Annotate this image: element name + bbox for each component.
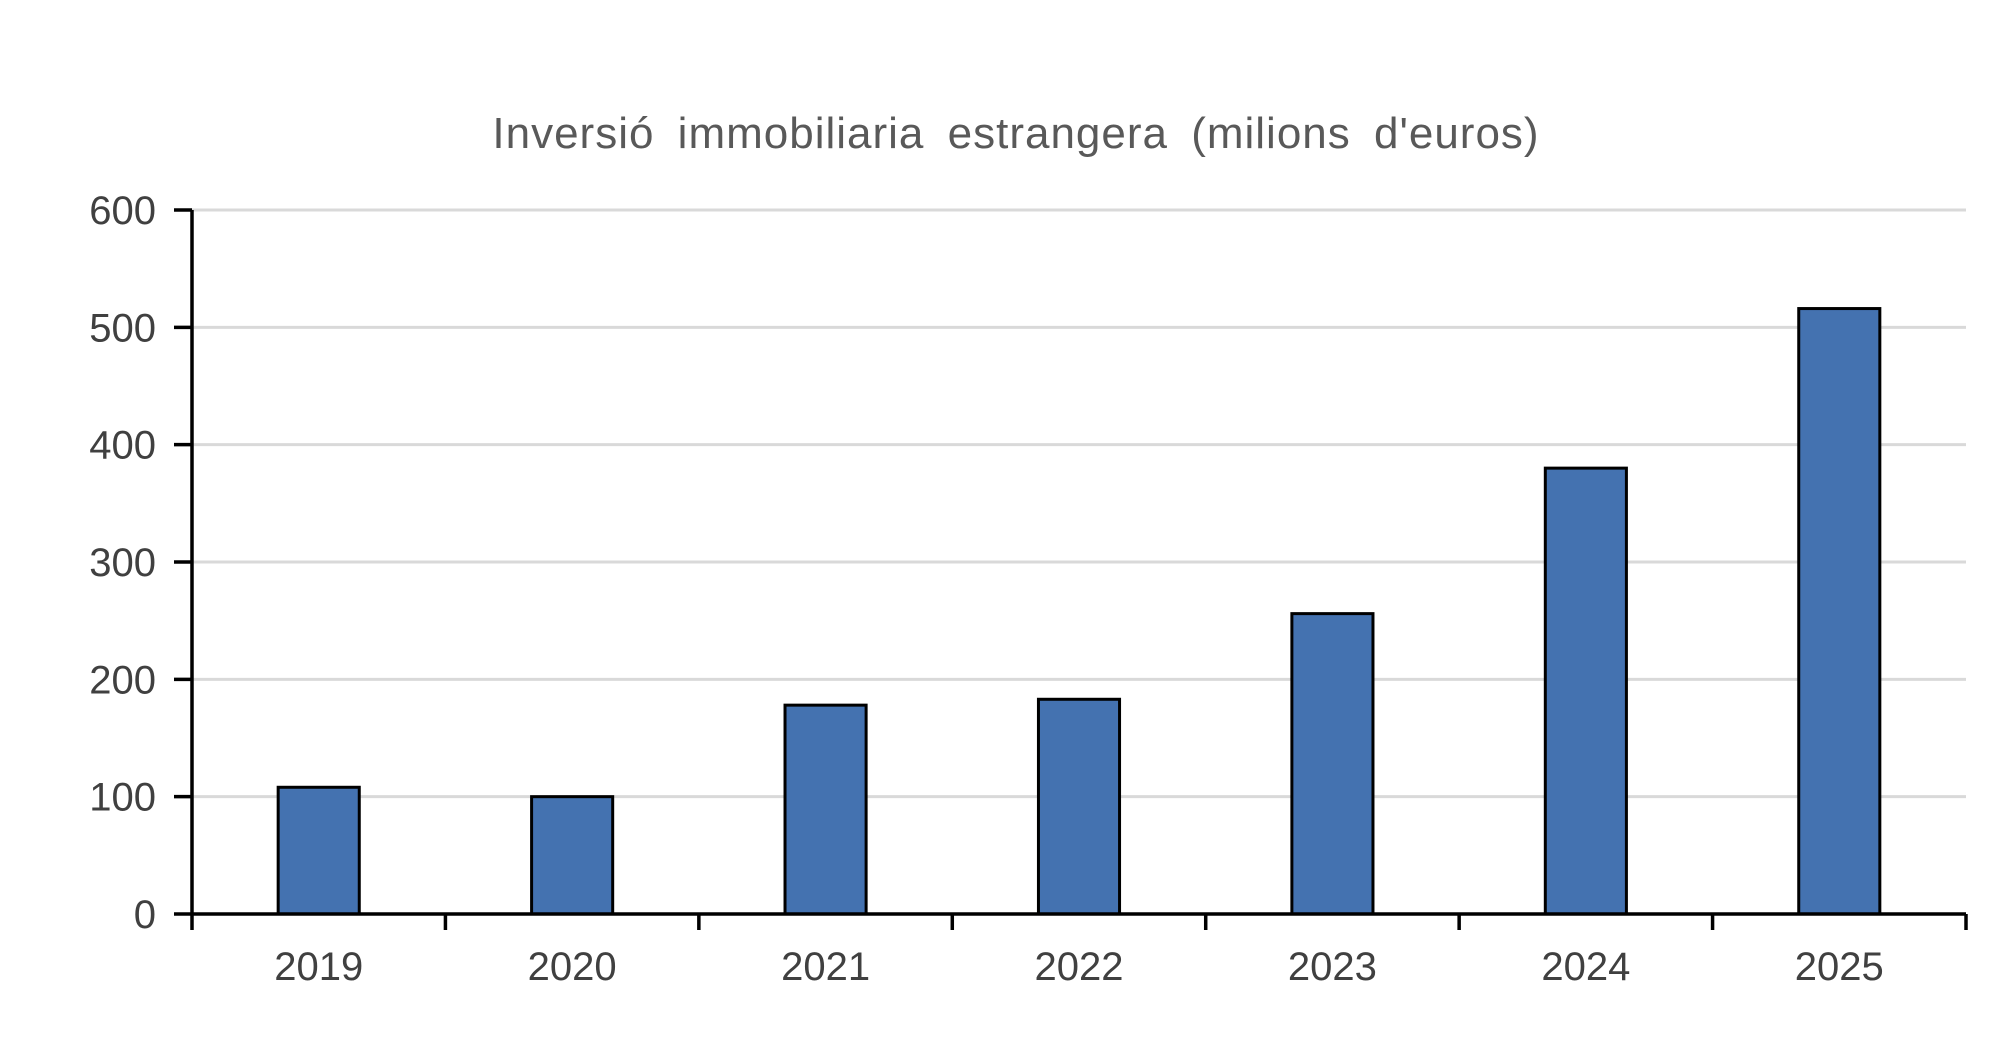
bar-2023 (1290, 612, 1375, 916)
chart-title: Inversió immobiliaria estrangera (milion… (492, 109, 1539, 158)
x-tick-label: 2020 (528, 945, 617, 989)
bar-2020 (530, 795, 615, 916)
gridlines (192, 208, 1966, 799)
y-tick-label: 600 (89, 189, 156, 233)
x-tick-label: 2023 (1288, 945, 1377, 989)
bar-2022 (1036, 697, 1122, 916)
y-tick-label: 0 (134, 893, 156, 937)
y-tick-label: 200 (89, 658, 156, 702)
y-tick-label: 400 (89, 424, 156, 468)
bar-2021 (783, 703, 868, 916)
bars (276, 307, 1882, 916)
axes (174, 208, 1968, 930)
x-tick-label: 2021 (781, 945, 870, 989)
x-tick-label: 2019 (274, 945, 363, 989)
bar-2019 (276, 785, 361, 916)
bar-2025 (1797, 307, 1882, 916)
x-tick-label: 2022 (1035, 945, 1124, 989)
x-tick-label: 2025 (1795, 945, 1884, 989)
x-tick-label: 2024 (1541, 945, 1630, 989)
y-tick-label: 300 (89, 541, 156, 585)
tick-labels: 0 100 200 300 400 500 600 2019 2020 2021 2022 2023 2… (89, 189, 1884, 989)
y-tick-label: 100 (89, 776, 156, 820)
bar-2024 (1543, 466, 1628, 916)
y-tick-label: 500 (89, 306, 156, 350)
